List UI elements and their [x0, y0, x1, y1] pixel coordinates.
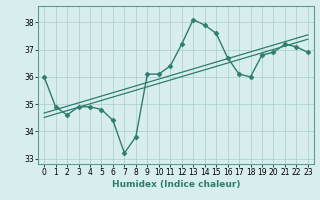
X-axis label: Humidex (Indice chaleur): Humidex (Indice chaleur) [112, 180, 240, 189]
